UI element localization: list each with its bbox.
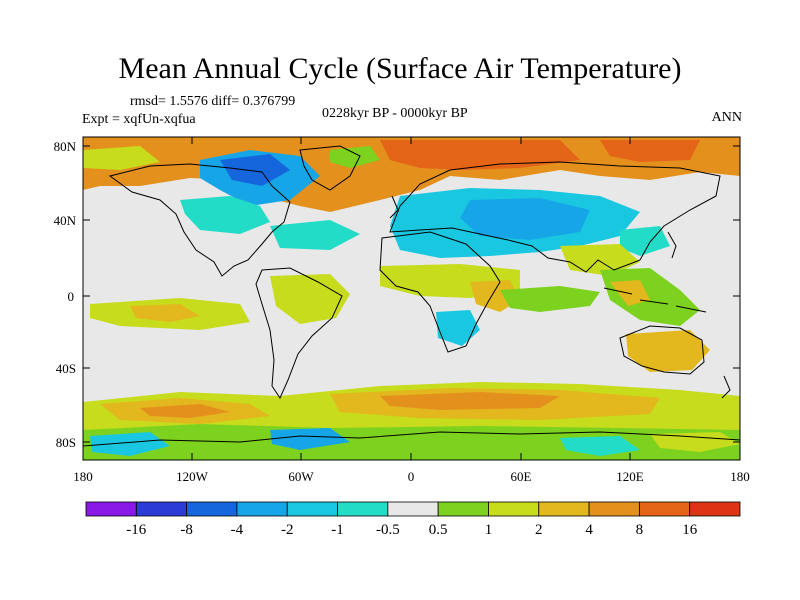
colorbar-swatch <box>135 501 188 517</box>
canada-very-cold-region <box>220 154 290 186</box>
colorbar-swatch <box>638 501 691 517</box>
lon-label: 120E <box>616 469 644 484</box>
chart-title: Mean Annual Cycle (Surface Air Temperatu… <box>118 52 682 85</box>
anomaly-field <box>83 137 740 460</box>
period-label: 0228kyr BP - 0000kyr BP <box>322 106 468 121</box>
north-atlantic-cool-band <box>270 220 360 250</box>
south-africa-cool-patch <box>436 310 480 346</box>
colorbar-swatch <box>186 501 238 517</box>
colorbar-swatch <box>236 501 288 517</box>
colorbar-label: -4 <box>231 522 244 538</box>
colorbar-label: 16 <box>682 522 698 538</box>
colorbar-label: 8 <box>636 522 644 538</box>
lon-label: 120W <box>176 469 209 484</box>
colorbar-label: 0.5 <box>429 522 448 538</box>
colorbar-swatch <box>488 501 540 517</box>
south-america-yellow <box>270 274 350 324</box>
arctic-green-patch <box>330 146 380 168</box>
coastlines <box>83 145 740 447</box>
lat-label: 40N <box>54 213 77 228</box>
lat-label: 40S <box>56 361 76 376</box>
lon-label: 180 <box>73 469 93 484</box>
lon-label: 0 <box>408 469 415 484</box>
lat-label: 80N <box>54 139 77 154</box>
coastline-indonesia <box>603 287 707 313</box>
coastline-australia <box>619 325 705 375</box>
coastline-north-america <box>108 163 291 277</box>
antarctic-cool-patch <box>90 432 170 456</box>
colorbar-label: -1 <box>331 522 344 538</box>
coastline-new-zealand <box>721 375 731 399</box>
colorbar-swatch <box>286 501 338 517</box>
australia-warm-region <box>626 330 710 372</box>
north-america-cool-band <box>180 196 270 234</box>
colorbar-swatch <box>85 501 137 517</box>
antarctic-cool-patch <box>270 428 350 450</box>
experiment-label: Expt = xqfUn-xqfua <box>82 112 196 127</box>
colorbar-swatch <box>437 501 489 517</box>
coastline-uk <box>389 195 399 219</box>
east-africa-warm-patch <box>470 280 520 312</box>
colorbar-label: -0.5 <box>376 522 400 538</box>
colorbar-label: -2 <box>281 522 294 538</box>
coastline-south-america <box>255 267 343 400</box>
colorbar-label: 2 <box>535 522 543 538</box>
southern-ocean-orange-band <box>380 392 560 410</box>
maritime-warm-patch <box>610 280 650 306</box>
antarctic-cool-patch <box>560 436 640 456</box>
lat-label: 0 <box>68 289 75 304</box>
eurasia-cold-core <box>460 198 590 240</box>
southern-ocean-orange-band <box>140 404 230 418</box>
lon-label: 60W <box>288 469 314 484</box>
longitude-ticks <box>191 137 631 460</box>
indian-ocean-green-band <box>500 286 600 312</box>
colorbar-label: 4 <box>585 522 593 538</box>
coastline-africa <box>379 231 501 353</box>
colorbar-label: -16 <box>126 522 146 538</box>
antarctic-yellow-patch <box>650 432 740 452</box>
rmsd-diff-stats: rmsd= 1.5576 diff= 0.376799 <box>130 94 296 109</box>
colorbar-swatch <box>387 501 439 517</box>
colorbar-swatch <box>538 501 590 517</box>
colorbar-label: 1 <box>485 522 493 538</box>
lon-label: 60E <box>511 469 532 484</box>
coastline-japan <box>667 231 677 259</box>
colorbar-swatch <box>689 501 741 517</box>
colorbar-swatch <box>588 501 640 517</box>
arctic-yellow-patch <box>83 146 160 170</box>
lat-label: 80S <box>56 435 76 450</box>
coastline-eurasia <box>389 161 721 273</box>
tropical-pacific-warm <box>130 304 200 322</box>
colorbar-label: -8 <box>180 522 193 538</box>
latitude-ticks <box>83 145 740 443</box>
season-label: ANN <box>711 110 742 125</box>
coastline-greenland <box>299 145 361 191</box>
colorbar-swatch <box>337 501 389 517</box>
lon-label: 180 <box>730 469 750 484</box>
coastline-antarctica <box>83 431 740 447</box>
arctic-hot-patch <box>600 140 700 162</box>
colorbar: -16 -8 -4 -2 -1 -0.5 0.5 1 2 4 8 16 <box>85 501 741 538</box>
